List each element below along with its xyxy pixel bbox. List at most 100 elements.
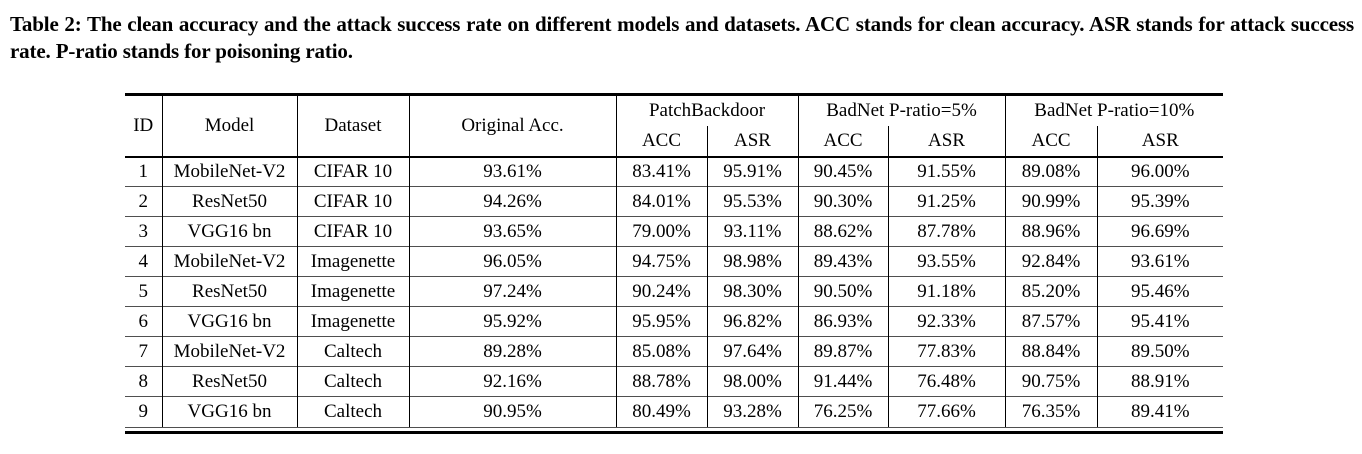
table-row: 6 VGG16 bn Imagenette 95.92% 95.95% 96.82% 86.…: [125, 306, 1224, 337]
subheader-patch-acc: ACC: [615, 125, 707, 157]
cell-badnet5-asr: 91.18%: [887, 276, 1006, 307]
cell-badnet5-acc: 90.45%: [797, 155, 889, 187]
table-header: ID Model Dataset Original Acc. PatchBack…: [125, 93, 1224, 157]
cell-badnet10-acc: 87.57%: [1004, 306, 1098, 337]
subheader-badnet5-asr: ASR: [887, 125, 1006, 157]
cell-patch-asr: 95.91%: [706, 155, 799, 187]
cell-badnet5-asr: 91.25%: [887, 186, 1006, 217]
subheader-badnet5-acc: ACC: [797, 125, 889, 157]
cell-patch-asr: 93.28%: [706, 396, 799, 427]
subheader-badnet10-asr: ASR: [1096, 125, 1224, 157]
cell-badnet10-acc: 92.84%: [1004, 246, 1098, 277]
cell-id: 6: [125, 306, 162, 337]
col-header-model: Model: [161, 93, 297, 157]
results-table: ID Model Dataset Original Acc. PatchBack…: [125, 93, 1224, 427]
cell-badnet10-acc: 76.35%: [1004, 396, 1098, 427]
cell-original-acc: 97.24%: [408, 276, 616, 307]
cell-dataset: Caltech: [296, 396, 409, 427]
cell-original-acc: 90.95%: [408, 396, 616, 427]
table-row: 9 VGG16 bn Caltech 90.95% 80.49% 93.28% 76.25%…: [125, 396, 1224, 427]
table-row: 3 VGG16 bn CIFAR 10 93.65% 79.00% 93.11% 88.62…: [125, 216, 1224, 247]
cell-badnet10-acc: 88.96%: [1004, 216, 1098, 247]
cell-badnet5-acc: 89.43%: [797, 246, 889, 277]
cell-patch-acc: 95.95%: [615, 306, 707, 337]
cell-badnet5-asr: 77.66%: [887, 396, 1006, 427]
cell-id: 9: [125, 396, 162, 427]
cell-patch-acc: 94.75%: [615, 246, 707, 277]
cell-id: 5: [125, 276, 162, 307]
cell-patch-acc: 83.41%: [615, 155, 707, 187]
col-header-original-acc: Original Acc.: [408, 93, 616, 157]
table-row: 2 ResNet50 CIFAR 10 94.26% 84.01% 95.53% 90.30…: [125, 186, 1224, 217]
results-table-container: ID Model Dataset Original Acc. PatchBack…: [125, 93, 1224, 434]
cell-patch-asr: 98.98%: [706, 246, 799, 277]
cell-model: VGG16 bn: [161, 216, 297, 247]
cell-badnet5-asr: 87.78%: [887, 216, 1006, 247]
cell-dataset: Caltech: [296, 366, 409, 397]
cell-id: 2: [125, 186, 162, 217]
cell-patch-acc: 90.24%: [615, 276, 707, 307]
header-group-row: ID Model Dataset Original Acc. PatchBack…: [125, 93, 1224, 157]
cell-model: ResNet50: [161, 366, 297, 397]
cell-original-acc: 89.28%: [408, 336, 616, 367]
cell-model: VGG16 bn: [161, 306, 297, 337]
cell-dataset: Imagenette: [296, 276, 409, 307]
cell-model: MobileNet-V2: [161, 155, 297, 187]
subheader-patch-asr: ASR: [706, 125, 799, 157]
cell-patch-asr: 97.64%: [706, 336, 799, 367]
table-caption: Table 2: The clean accuracy and the atta…: [10, 12, 1354, 63]
cell-badnet5-acc: 91.44%: [797, 366, 889, 397]
col-header-id: ID: [125, 93, 162, 157]
cell-badnet10-asr: 88.91%: [1096, 366, 1224, 397]
cell-id: 1: [125, 155, 162, 187]
cell-patch-asr: 95.53%: [706, 186, 799, 217]
cell-badnet10-asr: 89.41%: [1096, 396, 1224, 427]
cell-badnet10-asr: 89.50%: [1096, 336, 1224, 367]
cell-badnet10-asr: 96.00%: [1096, 155, 1224, 187]
cell-model: MobileNet-V2: [161, 336, 297, 367]
table-body: 1 MobileNet-V2 CIFAR 10 93.61% 83.41% 95.91% 9…: [125, 155, 1224, 427]
cell-patch-acc: 84.01%: [615, 186, 707, 217]
cell-badnet10-acc: 90.99%: [1004, 186, 1098, 217]
cell-dataset: CIFAR 10: [296, 216, 409, 247]
table-row: 4 MobileNet-V2 Imagenette 96.05% 94.75% 98.98…: [125, 246, 1224, 277]
cell-badnet5-asr: 76.48%: [887, 366, 1006, 397]
cell-dataset: Imagenette: [296, 246, 409, 277]
cell-badnet5-asr: 91.55%: [887, 155, 1006, 187]
cell-patch-asr: 98.30%: [706, 276, 799, 307]
cell-patch-acc: 88.78%: [615, 366, 707, 397]
cell-dataset: CIFAR 10: [296, 155, 409, 187]
table-bottom-rule: [125, 426, 1223, 434]
col-group-patchbackdoor: PatchBackdoor: [615, 93, 799, 126]
cell-badnet5-acc: 90.50%: [797, 276, 889, 307]
cell-badnet5-asr: 92.33%: [887, 306, 1006, 337]
cell-patch-asr: 98.00%: [706, 366, 799, 397]
cell-patch-asr: 96.82%: [706, 306, 799, 337]
cell-badnet10-asr: 96.69%: [1096, 216, 1224, 247]
table-row: 7 MobileNet-V2 Caltech 89.28% 85.08% 97.64% 89…: [125, 336, 1224, 367]
cell-id: 3: [125, 216, 162, 247]
cell-badnet5-acc: 86.93%: [797, 306, 889, 337]
cell-badnet10-acc: 88.84%: [1004, 336, 1098, 367]
cell-badnet10-acc: 90.75%: [1004, 366, 1098, 397]
cell-original-acc: 95.92%: [408, 306, 616, 337]
cell-badnet10-acc: 85.20%: [1004, 276, 1098, 307]
cell-badnet10-asr: 95.46%: [1096, 276, 1224, 307]
cell-original-acc: 93.61%: [408, 155, 616, 187]
subheader-badnet10-acc: ACC: [1004, 125, 1098, 157]
cell-id: 4: [125, 246, 162, 277]
cell-badnet10-asr: 95.41%: [1096, 306, 1224, 337]
cell-dataset: CIFAR 10: [296, 186, 409, 217]
cell-original-acc: 92.16%: [408, 366, 616, 397]
cell-dataset: Imagenette: [296, 306, 409, 337]
cell-original-acc: 94.26%: [408, 186, 616, 217]
cell-id: 7: [125, 336, 162, 367]
cell-model: MobileNet-V2: [161, 246, 297, 277]
cell-dataset: Caltech: [296, 336, 409, 367]
cell-patch-asr: 93.11%: [706, 216, 799, 247]
table-row: 1 MobileNet-V2 CIFAR 10 93.61% 83.41% 95.91% 9…: [125, 155, 1224, 187]
col-group-badnet-pratio-5: BadNet P-ratio=5%: [797, 93, 1006, 126]
cell-id: 8: [125, 366, 162, 397]
cell-patch-acc: 80.49%: [615, 396, 707, 427]
col-group-badnet-pratio-10: BadNet P-ratio=10%: [1004, 93, 1224, 126]
